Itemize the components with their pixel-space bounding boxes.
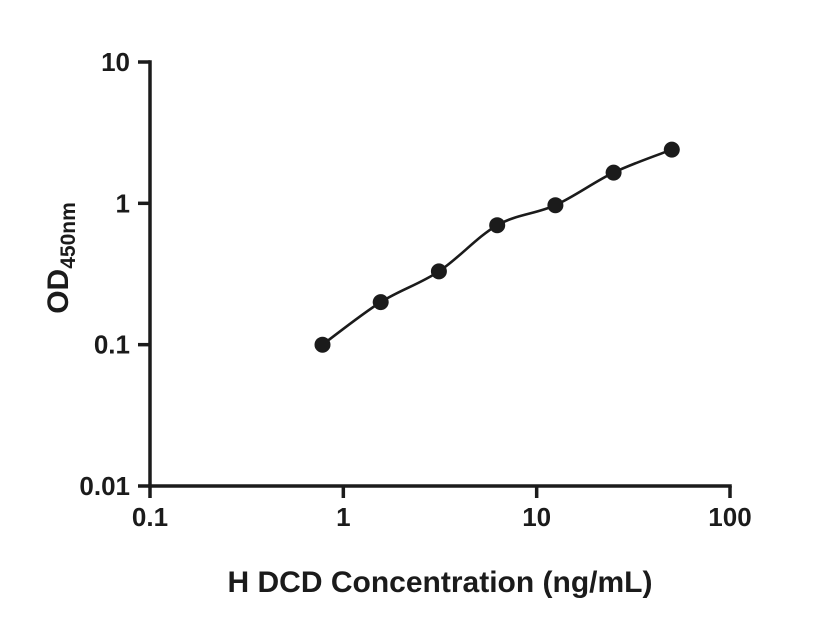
data-point-marker: [489, 217, 506, 234]
y-axis-title-main: OD: [42, 269, 75, 314]
y-tick-labels: 10 1 0.1 0.01: [79, 47, 130, 501]
data-points: [314, 141, 680, 353]
data-point-marker: [605, 164, 622, 181]
axes: [148, 60, 732, 488]
y-tick-label: 0.1: [94, 330, 130, 360]
x-axis-title: H DCD Concentration (ng/mL): [228, 566, 653, 599]
data-point-marker: [372, 294, 389, 311]
x-tick-labels: 0.1 1 10 100: [132, 502, 752, 532]
x-tick-label: 100: [708, 502, 751, 532]
x-tick-label: 10: [522, 502, 551, 532]
data-point-marker: [430, 263, 447, 280]
x-tick-label: 0.1: [132, 502, 168, 532]
fit-curve-line: [321, 148, 673, 346]
y-tick-label: 0.01: [79, 471, 130, 501]
y-tick-label: 1: [116, 188, 130, 218]
y-tick-label: 10: [101, 47, 130, 77]
x-tick-label: 1: [336, 502, 350, 532]
axis-ticks: [138, 60, 732, 498]
data-point-marker: [314, 336, 331, 353]
y-axis-title: OD450nm: [42, 202, 80, 314]
y-axis-title-subscript: 450nm: [57, 202, 80, 269]
data-point-marker: [663, 141, 680, 158]
data-point-marker: [547, 197, 564, 214]
